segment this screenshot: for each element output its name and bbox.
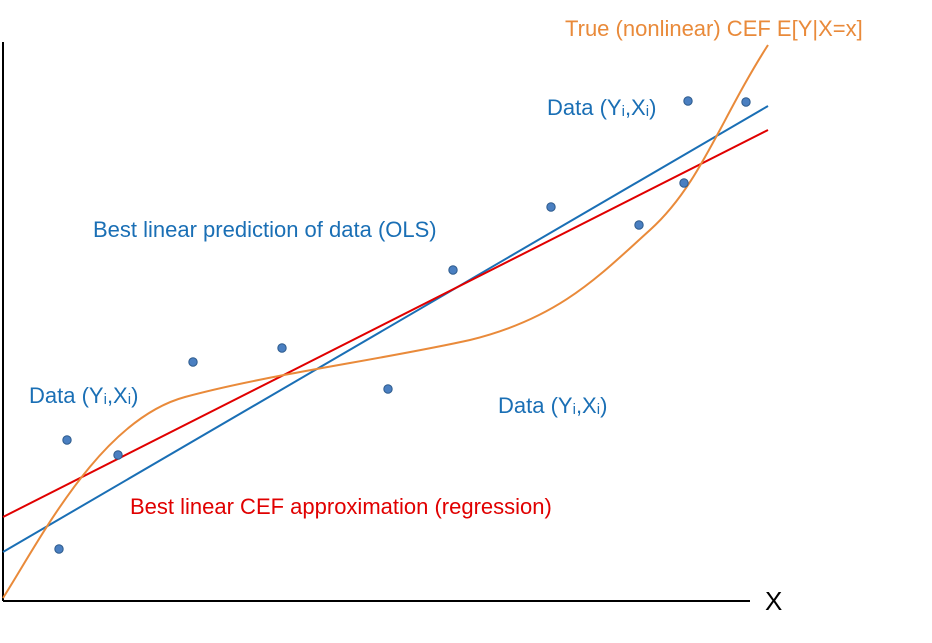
data-label-left: Data (Yi,Xi) xyxy=(29,383,138,408)
cef-true-label: True (nonlinear) CEF E[Y|X=x] xyxy=(565,16,863,41)
regression-label: Best linear CEF approximation (regressio… xyxy=(130,494,552,519)
data-point xyxy=(546,202,556,212)
data-point xyxy=(113,450,123,460)
data-points xyxy=(54,96,751,554)
data-point xyxy=(277,343,287,353)
x-axis-label: X xyxy=(765,586,782,616)
data-point xyxy=(679,178,689,188)
data-label-right: Data (Yi,Xi) xyxy=(498,393,607,418)
data-point xyxy=(62,435,72,445)
data-point xyxy=(634,220,644,230)
data-point xyxy=(383,384,393,394)
regression-line xyxy=(2,129,769,518)
cef-curve xyxy=(2,44,769,599)
data-point xyxy=(448,265,458,275)
data-point xyxy=(741,97,751,107)
data-point xyxy=(54,544,64,554)
ols-line xyxy=(2,105,769,553)
ols-label: Best linear prediction of data (OLS) xyxy=(93,217,437,242)
data-point xyxy=(683,96,693,106)
data-point xyxy=(188,357,198,367)
data-label-top: Data (Yi,Xi) xyxy=(547,95,656,120)
